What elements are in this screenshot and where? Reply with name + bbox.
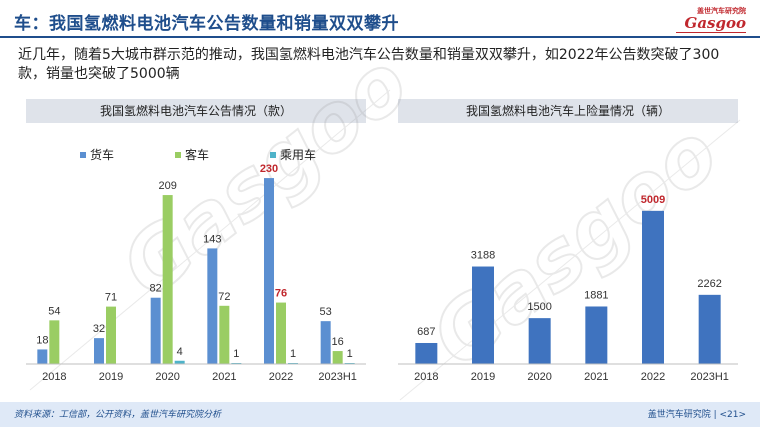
bar-2021 <box>585 306 608 364</box>
data-label-2022-2: 1 <box>290 348 296 360</box>
data-label-2023H1-1: 16 <box>332 336 344 348</box>
data-label-2018-1: 54 <box>48 305 60 317</box>
data-label-2020-0: 82 <box>150 283 162 295</box>
bar-2018-0 <box>37 349 48 364</box>
x-tick-2022: 2022 <box>269 371 293 383</box>
footer-source: 资料来源：工信部，公开资料，盖世汽车研究院分析 <box>14 410 222 420</box>
bar-2021-1 <box>219 305 230 364</box>
x-tick-2020: 2020 <box>155 371 179 383</box>
bar-2019-0 <box>94 338 104 364</box>
bar-2020 <box>528 318 551 364</box>
legend-label-1: 客车 <box>185 147 209 162</box>
data-label-2023H1: 2262 <box>697 278 721 290</box>
x-tick-2023H1: 2023H1 <box>318 371 357 383</box>
bar-2023H1-0 <box>320 321 331 364</box>
chart-1-x-ticks: 2018 2019 2020 2021 2022 2023H1 <box>42 371 357 383</box>
data-label-2022: 5009 <box>641 194 665 206</box>
x-tick-2021: 2021 <box>584 371 608 383</box>
legend-swatch-2 <box>270 152 276 158</box>
bar-2021-0 <box>207 248 218 364</box>
data-label-2023H1-0: 53 <box>320 306 332 318</box>
bar-2019 <box>472 266 494 364</box>
bar-2022-1 <box>276 302 286 364</box>
x-tick-2018: 2018 <box>42 371 66 383</box>
data-label-2020: 1500 <box>527 301 551 313</box>
bar-2020-1 <box>162 195 173 364</box>
bar-2019-1 <box>106 306 116 364</box>
data-label-2022-1: 76 <box>275 288 287 300</box>
logo-wordmark: Gasgoo <box>684 14 746 32</box>
data-label-2020-2: 4 <box>177 346 183 358</box>
x-tick-2018: 2018 <box>414 371 438 383</box>
chart-2-x-ticks: 2018 2019 2020 2021 2022 2023H1 <box>414 371 729 383</box>
x-tick-2022: 2022 <box>641 371 665 383</box>
x-tick-2021: 2021 <box>212 371 236 383</box>
legend-label-2: 乘用车 <box>280 147 316 162</box>
logo-underline <box>676 32 746 33</box>
bar-2020-0 <box>150 297 161 364</box>
bar-2023H1-1 <box>332 351 343 364</box>
data-label-2020-1: 209 <box>158 180 176 192</box>
x-tick-2019: 2019 <box>99 371 123 383</box>
data-label-2019-1: 71 <box>105 292 117 304</box>
bar-2022-0 <box>264 178 274 364</box>
intro-text: 近几年，随着5大城市群示范的推动，我国氢燃料电池汽车公告数量和销量双双攀升，如2… <box>18 47 720 82</box>
legend-swatch-0 <box>80 152 86 158</box>
bar-2023H1 <box>698 294 721 364</box>
chart-2-title: 我国氢燃料电池汽车上险量情况（辆） <box>398 99 738 123</box>
header-divider <box>0 36 760 38</box>
bar-2022 <box>642 210 664 364</box>
footer-bar <box>0 402 760 427</box>
x-tick-2020: 2020 <box>527 371 551 383</box>
data-label-2018: 687 <box>417 326 435 338</box>
data-label-2021-2: 1 <box>233 348 239 360</box>
chart-2-data-labels: 687 3188 1500 1881 5009 2262 <box>417 194 722 338</box>
data-label-2019: 3188 <box>471 250 495 262</box>
legend-swatch-1 <box>175 152 181 158</box>
data-label-2021-0: 143 <box>203 233 221 245</box>
data-label-2018-0: 18 <box>36 334 48 346</box>
chart-1-title: 我国氢燃料电池汽车公告情况（款） <box>26 99 366 123</box>
logo-caption: 盖世汽车研究院 <box>697 7 746 15</box>
footer-brand: 盖世汽车研究院 | <21> <box>647 410 746 420</box>
page-title: 车：我国氢燃料电池汽车公告数量和销量双双攀升 <box>14 14 399 34</box>
chart-1-legend: 货车 客车 乘用车 <box>80 147 316 162</box>
legend-label-0: 货车 <box>90 147 114 162</box>
bar-2020-2 <box>174 360 185 364</box>
bar-2018-1 <box>49 320 60 364</box>
x-tick-2019: 2019 <box>471 371 495 383</box>
data-label-2021-1: 72 <box>218 291 230 303</box>
data-label-2022-0: 230 <box>260 163 278 175</box>
x-tick-2023H1: 2023H1 <box>690 371 729 383</box>
chart-1-bars <box>37 178 355 364</box>
chart-2-bars <box>415 210 721 364</box>
data-label-2019-0: 32 <box>93 323 105 335</box>
bar-2018 <box>415 342 438 364</box>
data-label-2021: 1881 <box>584 289 608 301</box>
gasgoo-logo: 盖世汽车研究院 Gasgoo <box>662 6 746 36</box>
data-label-2023H1-2: 1 <box>347 348 353 360</box>
